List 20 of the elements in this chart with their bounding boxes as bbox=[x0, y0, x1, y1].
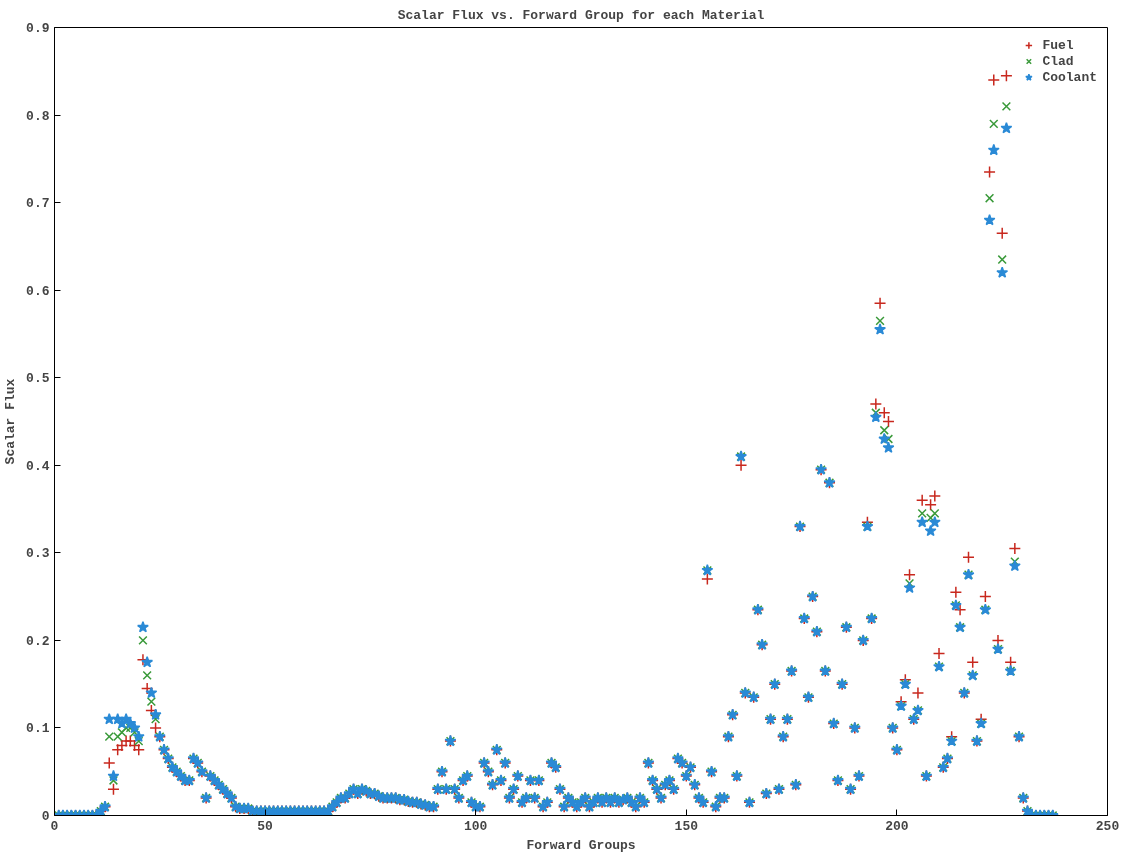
x-axis-title: Forward Groups bbox=[526, 837, 636, 853]
y-tick-label: 0.3 bbox=[26, 546, 50, 562]
y-tick-label: 0.1 bbox=[26, 721, 50, 737]
y-axis-title: Scalar Flux bbox=[3, 378, 19, 465]
legend-label: Fuel bbox=[1042, 37, 1074, 53]
y-tick-label: 0.4 bbox=[26, 458, 50, 474]
legend-label: Coolant bbox=[1042, 69, 1097, 85]
y-tick-label: 0.2 bbox=[26, 633, 50, 649]
legend-label: Clad bbox=[1042, 53, 1074, 69]
x-tick-label: 250 bbox=[1095, 818, 1120, 834]
x-tick-label: 200 bbox=[885, 818, 909, 834]
y-tick-label: 0.6 bbox=[26, 283, 50, 299]
x-tick-label: 150 bbox=[674, 818, 699, 834]
y-tick-label: 0.8 bbox=[26, 108, 50, 124]
y-tick-label: 0.5 bbox=[26, 371, 50, 387]
y-tick-label: 0.9 bbox=[26, 21, 50, 36]
chart-title: Scalar Flux vs. Forward Group for each Material bbox=[397, 7, 765, 23]
y-tick-label: 0.7 bbox=[26, 196, 50, 212]
x-tick-label: 50 bbox=[257, 818, 274, 834]
x-tick-label: 100 bbox=[464, 818, 488, 834]
